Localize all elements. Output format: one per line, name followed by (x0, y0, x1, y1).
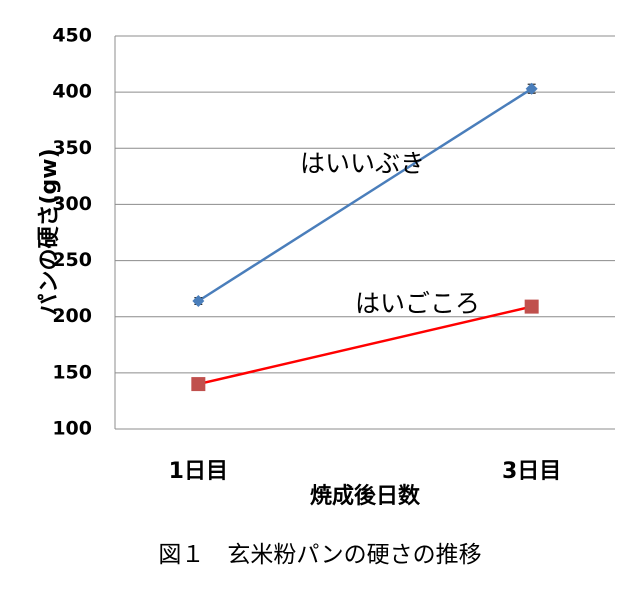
y-tick-label: 400 (52, 81, 92, 103)
series-label: はいいぶき (300, 149, 425, 178)
y-tick-label: 350 (52, 137, 92, 159)
series-line (197, 87, 533, 303)
y-axis-label: パンの硬さ(gw) (37, 148, 62, 315)
marker (525, 82, 538, 95)
y-tick-label: 150 (52, 361, 92, 383)
x-tick-label: 3日目 (502, 459, 561, 484)
series-label: はいごころ (355, 289, 480, 318)
series-line (198, 305, 532, 386)
x-axis-label: 焼成後日数 (310, 483, 421, 509)
marker (191, 377, 206, 392)
y-tick-label: 450 (52, 25, 92, 47)
marker (524, 299, 539, 314)
y-tick-label: 300 (52, 193, 92, 215)
y-tick-label: 250 (52, 249, 92, 271)
marker (192, 294, 205, 307)
caption: 図１ 玄米粉パンの硬さの推移 (158, 542, 481, 568)
y-tick-label: 200 (52, 305, 92, 327)
x-tick-label: 1日目 (169, 459, 228, 484)
y-tick-label: 100 (52, 418, 92, 440)
